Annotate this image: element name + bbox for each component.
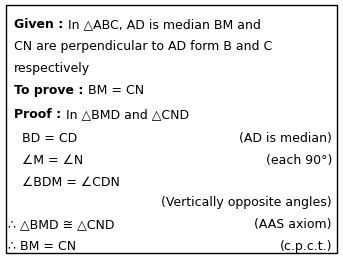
Text: To prove :: To prove : — [14, 84, 88, 97]
Text: ∠M = ∠N: ∠M = ∠N — [22, 154, 83, 167]
Text: Proof :: Proof : — [14, 108, 66, 121]
Text: BM = CN: BM = CN — [88, 84, 144, 97]
Text: (AAS axiom): (AAS axiom) — [255, 218, 332, 231]
Text: Given :: Given : — [14, 18, 68, 31]
Text: (c.p.c.t.): (c.p.c.t.) — [280, 240, 332, 253]
Text: (AD is median): (AD is median) — [239, 132, 332, 145]
Text: respectively: respectively — [14, 62, 90, 75]
Text: (Vertically opposite angles): (Vertically opposite angles) — [161, 196, 332, 209]
Text: ∠BDM = ∠CDN: ∠BDM = ∠CDN — [22, 176, 120, 189]
Text: In △ABC, AD is median BM and: In △ABC, AD is median BM and — [68, 18, 260, 31]
Text: In △BMD and △CND: In △BMD and △CND — [66, 108, 189, 121]
Text: ∴ BM = CN: ∴ BM = CN — [8, 240, 76, 253]
Text: BD = CD: BD = CD — [22, 132, 77, 145]
Text: ∴ △BMD ≅ △CND: ∴ △BMD ≅ △CND — [8, 218, 115, 231]
Text: CN are perpendicular to AD form B and C: CN are perpendicular to AD form B and C — [14, 40, 272, 53]
Text: (each 90°): (each 90°) — [265, 154, 332, 167]
